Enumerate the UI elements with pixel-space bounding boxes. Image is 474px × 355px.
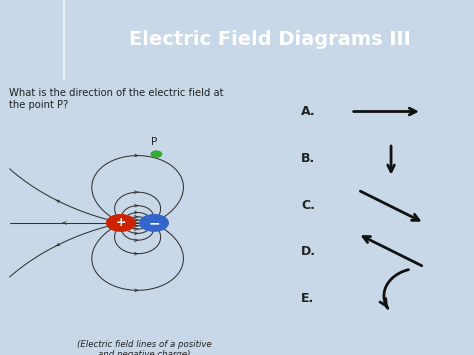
Text: +: + — [116, 217, 126, 229]
Text: E.: E. — [301, 292, 314, 305]
Text: −: − — [148, 216, 160, 230]
Text: What is the direction of the electric field at
the point P?: What is the direction of the electric fi… — [9, 88, 224, 110]
Text: (Electric field lines of a positive
and negative charge): (Electric field lines of a positive and … — [77, 340, 212, 355]
Text: D.: D. — [301, 245, 316, 258]
Text: A.: A. — [301, 105, 316, 118]
Text: B.: B. — [301, 152, 315, 165]
Circle shape — [107, 215, 135, 231]
Text: Electric Field Diagrams III: Electric Field Diagrams III — [129, 31, 411, 49]
Circle shape — [151, 151, 162, 157]
Text: C.: C. — [301, 198, 315, 212]
Circle shape — [140, 215, 168, 231]
Text: P: P — [151, 137, 157, 147]
